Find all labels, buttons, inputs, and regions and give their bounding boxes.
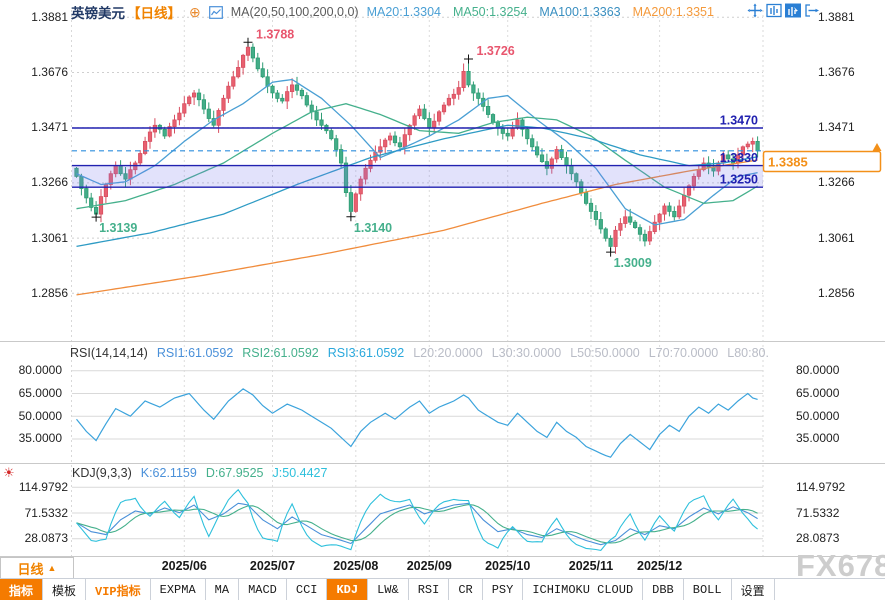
rsi-header-item: RSI1:61.0592	[156, 346, 234, 360]
toolbar-button-指标[interactable]: 指标	[0, 579, 44, 600]
rsi-header-item: L20:20.0000	[413, 346, 483, 360]
kdj-header-item: J:50.4427	[272, 466, 328, 480]
price-axis-label-right: 1.2856	[818, 285, 855, 300]
toolbar-button-lw-[interactable]: LW&	[368, 579, 409, 600]
rsi-header: RSI(14,14,14) RSI1:61.0592 RSI2:61.0592 RSI…	[70, 346, 769, 360]
rsi-header-item: L70:70.0000	[648, 346, 719, 360]
rsi-header-item: RSI3:61.0592	[327, 346, 405, 360]
toolbar-button-vip指标[interactable]: VIP指标	[86, 579, 151, 600]
toolbar-button-rsi[interactable]: RSI	[409, 579, 450, 600]
price-axis-label-left: 1.3061	[31, 230, 68, 245]
toolbar-button-ichimoku-cloud[interactable]: ICHIMOKU CLOUD	[523, 579, 644, 600]
kdj-header-item: KDJ(9,3,3)	[72, 466, 132, 480]
ma-settings-label: MA(20,50,100,200,0,0)	[230, 5, 359, 19]
kdj-axis-label-left: 71.5332	[24, 505, 68, 520]
kdj-header-item: K:62.1159	[140, 466, 197, 480]
price-axis-label-right: 1.3676	[818, 64, 855, 79]
chart-header: 英镑美元 【日线】 ⊕ MA(20,50,100,200,0,0) MA20:1…	[71, 2, 714, 22]
svg-text:1.3330: 1.3330	[720, 151, 758, 165]
kdj-axis-label-right: 71.5332	[796, 505, 840, 520]
kdj-header: KDJ(9,3,3) K:62.1159 D:67.9525 J:50.4427	[72, 466, 327, 480]
svg-text:1.3250: 1.3250	[720, 173, 758, 187]
toolbar-button-expma[interactable]: EXPMA	[151, 579, 206, 600]
price-axis-label-left: 1.3266	[31, 175, 68, 190]
rsi-axis-label-left: 35.0000	[18, 431, 62, 446]
ma-value: MA20:1.3304	[366, 5, 441, 19]
sun-indicator-icon[interactable]: ☀	[3, 465, 15, 480]
ma-value: MA200:1.3351	[632, 5, 714, 19]
x-axis-month-label: 2025/08	[333, 559, 379, 573]
rsi-axis-label-right: 35.0000	[796, 431, 840, 446]
price-axis-label-left: 1.2856	[31, 285, 68, 300]
svg-text:1.3726: 1.3726	[477, 44, 515, 58]
x-axis-month-label: 2025/06	[161, 559, 207, 573]
watermark: FX678	[796, 548, 885, 583]
rsi-axis-label-right: 80.0000	[796, 363, 840, 378]
timeframe-selector[interactable]: 日线 ▲	[0, 557, 74, 579]
ma-value: MA100:1.3363	[539, 5, 621, 19]
toolbar-button-dbb[interactable]: DBB	[643, 579, 684, 600]
toolbar-button-macd[interactable]: MACD	[239, 579, 287, 600]
up-triangle-icon: ▲	[47, 563, 57, 573]
svg-text:1.3788: 1.3788	[256, 27, 294, 41]
kdj-axis-label-right: 28.0873	[796, 531, 840, 546]
toolbar-button-boll[interactable]: BOLL	[684, 579, 732, 600]
svg-text:1.3139: 1.3139	[99, 221, 137, 235]
x-axis-month-label: 2025/12	[637, 559, 683, 573]
rsi-axis-label-left: 50.0000	[18, 408, 62, 423]
kdj-axis-label-left: 28.0873	[24, 531, 68, 546]
price-axis-label-left: 1.3676	[31, 64, 68, 79]
chart-type-icon[interactable]	[208, 5, 223, 19]
toolbar-button-ma[interactable]: MA	[206, 579, 240, 600]
kdj-header-item: D:67.9525	[205, 466, 264, 480]
toolbar-button-模板[interactable]: 模板	[43, 579, 87, 600]
rsi-header-item: L50:50.0000	[570, 346, 640, 360]
rsi-header-item: L80:80.	[727, 346, 769, 360]
rsi-axis-label-left: 65.0000	[18, 385, 62, 400]
chart-range-icon[interactable]	[766, 3, 782, 18]
x-axis-month-label: 2025/07	[249, 559, 296, 573]
rsi-axis-label-right: 50.0000	[796, 408, 840, 423]
toolbar-button-设置[interactable]: 设置	[732, 579, 775, 600]
svg-text:1.3470: 1.3470	[720, 113, 758, 127]
price-axis-label-right: 1.3061	[818, 230, 855, 245]
svg-text:1.3140: 1.3140	[354, 221, 392, 235]
kdj-axis-label-left: 114.9792	[18, 479, 68, 494]
toolbar-button-psy[interactable]: PSY	[483, 579, 524, 600]
price-axis-label-right: 1.3881	[818, 9, 855, 24]
rsi-header-item: RSI(14,14,14)	[70, 346, 148, 360]
toolbar-button-cr[interactable]: CR	[449, 579, 483, 600]
x-axis-month-label: 2025/10	[485, 559, 531, 573]
toolbar-button-kdj[interactable]: KDJ	[327, 579, 369, 600]
kdj-axis-label-right: 114.9792	[796, 479, 846, 494]
symbol-name: 英镑美元	[71, 6, 125, 21]
chart-window-controls	[747, 3, 820, 18]
indicator-toolbar: 指标 模板 VIP指标 EXPMA MA MACD CCI KDJ LW& RSI CR PSY ICH…	[0, 578, 885, 600]
svg-text:1.3009: 1.3009	[614, 256, 652, 270]
timeframe-label: 【日线】	[127, 6, 181, 21]
rsi-axis-label-right: 65.0000	[796, 385, 840, 400]
x-axis-month-label: 2025/11	[568, 559, 614, 573]
x-axis-month-label: 2025/09	[406, 559, 452, 573]
price-axis-label-right: 1.3471	[818, 120, 855, 135]
rsi-header-item: L30:30.0000	[491, 346, 562, 360]
price-axis-label-left: 1.3881	[31, 9, 68, 24]
timeframe-selector-label: 日线	[17, 561, 44, 577]
ma-value: MA50:1.3254	[452, 5, 528, 19]
exit-range-icon[interactable]	[804, 3, 820, 18]
toolbar-button-cci[interactable]: CCI	[287, 579, 328, 600]
rsi-header-item: RSI2:61.0592	[242, 346, 319, 360]
move-icon[interactable]	[747, 3, 763, 18]
price-axis-label-left: 1.3471	[31, 120, 68, 135]
circle-plus-icon[interactable]: ⊕	[189, 4, 201, 20]
svg-text:1.3385: 1.3385	[768, 155, 808, 170]
price-axis-label-right: 1.3266	[818, 175, 855, 190]
rsi-axis-label-left: 80.0000	[18, 363, 62, 378]
chart-active-icon[interactable]	[785, 3, 801, 18]
